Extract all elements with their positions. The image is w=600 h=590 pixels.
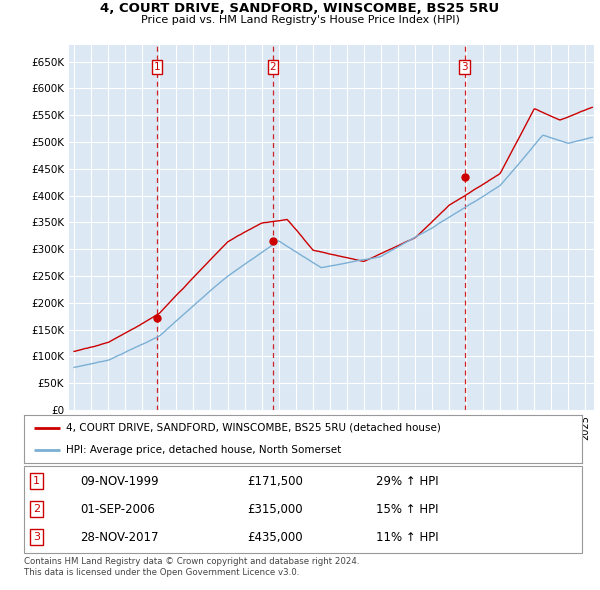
Text: 09-NOV-1999: 09-NOV-1999 xyxy=(80,475,158,488)
Text: 11% ↑ HPI: 11% ↑ HPI xyxy=(376,530,438,543)
Text: 3: 3 xyxy=(33,532,40,542)
Text: Price paid vs. HM Land Registry's House Price Index (HPI): Price paid vs. HM Land Registry's House … xyxy=(140,15,460,25)
Text: 2: 2 xyxy=(33,504,40,514)
Text: This data is licensed under the Open Government Licence v3.0.: This data is licensed under the Open Gov… xyxy=(24,568,299,577)
Text: 2: 2 xyxy=(270,62,277,72)
Text: 4, COURT DRIVE, SANDFORD, WINSCOMBE, BS25 5RU: 4, COURT DRIVE, SANDFORD, WINSCOMBE, BS2… xyxy=(100,2,500,15)
Text: HPI: Average price, detached house, North Somerset: HPI: Average price, detached house, Nort… xyxy=(66,445,341,455)
Text: £435,000: £435,000 xyxy=(247,530,303,543)
Text: £171,500: £171,500 xyxy=(247,475,303,488)
Text: Contains HM Land Registry data © Crown copyright and database right 2024.: Contains HM Land Registry data © Crown c… xyxy=(24,557,359,566)
Text: 28-NOV-2017: 28-NOV-2017 xyxy=(80,530,158,543)
Text: 3: 3 xyxy=(461,62,468,72)
Text: 1: 1 xyxy=(154,62,160,72)
Text: £315,000: £315,000 xyxy=(247,503,303,516)
Text: 15% ↑ HPI: 15% ↑ HPI xyxy=(376,503,438,516)
Text: 4, COURT DRIVE, SANDFORD, WINSCOMBE, BS25 5RU (detached house): 4, COURT DRIVE, SANDFORD, WINSCOMBE, BS2… xyxy=(66,423,441,433)
Text: 29% ↑ HPI: 29% ↑ HPI xyxy=(376,475,438,488)
Text: 1: 1 xyxy=(33,476,40,486)
Text: 01-SEP-2006: 01-SEP-2006 xyxy=(80,503,155,516)
